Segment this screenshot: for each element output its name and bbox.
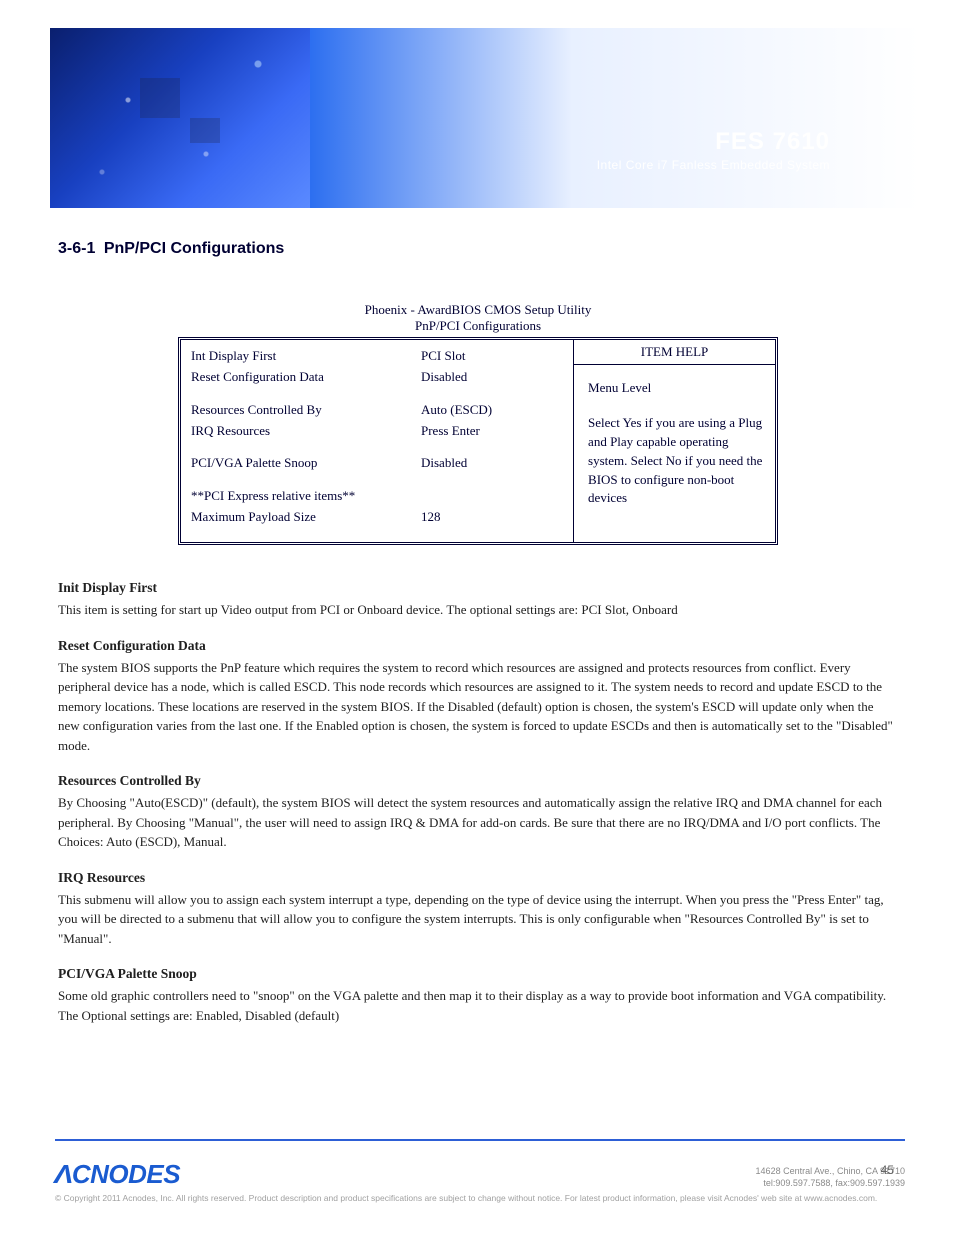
- bios-help-text: Select Yes if you are using a Plug and P…: [588, 414, 765, 508]
- setting-label: IRQ Resources: [58, 870, 898, 886]
- bios-help-level: Menu Level: [588, 379, 765, 398]
- bios-row: **PCI Express relative items**: [191, 486, 563, 507]
- page-number: 45: [881, 1163, 894, 1177]
- footer-addr2: tel:909.597.7588, fax:909.597.1939: [756, 1177, 905, 1190]
- bios-row-label: IRQ Resources: [191, 421, 421, 442]
- bios-row-value: PCI Slot: [421, 346, 563, 367]
- setting-description: IRQ Resources This submenu will allow yo…: [58, 870, 898, 949]
- setting-label: Resources Controlled By: [58, 773, 898, 789]
- setting-description: Reset Configuration Data The system BIOS…: [58, 638, 898, 756]
- bios-row: Int Display First PCI Slot: [191, 346, 563, 367]
- product-desc: Intel Core i7 Fanless Embedded System: [597, 158, 830, 172]
- product-model: FES 7610: [597, 128, 830, 156]
- setting-label: Reset Configuration Data: [58, 638, 898, 654]
- bios-row: PCI/VGA Palette Snoop Disabled: [191, 453, 563, 474]
- bios-row: Reset Configuration Data Disabled: [191, 367, 563, 388]
- content-body: Init Display First This item is setting …: [58, 580, 898, 1043]
- bios-row-value: Press Enter: [421, 421, 563, 442]
- bios-title: Phoenix - AwardBIOS CMOS Setup Utility P…: [178, 302, 778, 333]
- bios-row: Resources Controlled By Auto (ESCD): [191, 400, 563, 421]
- bios-help-panel: ITEM HELP Menu Level Select Yes if you a…: [573, 340, 775, 542]
- section-heading: 3-6-1 PnP/PCI Configurations: [58, 240, 284, 258]
- copyright-text: © Copyright 2011 Acnodes, Inc. All right…: [55, 1193, 877, 1203]
- setting-text: The system BIOS supports the PnP feature…: [58, 658, 898, 756]
- setting-label: PCI/VGA Palette Snoop: [58, 966, 898, 982]
- setting-description: PCI/VGA Palette Snoop Some old graphic c…: [58, 966, 898, 1025]
- bios-row-label: Reset Configuration Data: [191, 367, 421, 388]
- setting-label: Init Display First: [58, 580, 898, 596]
- footer-divider: [55, 1139, 905, 1141]
- setting-text: By Choosing "Auto(ESCD)" (default), the …: [58, 793, 898, 852]
- bios-help-header: ITEM HELP: [574, 340, 775, 365]
- page-footer: ΛCNODES 14628 Central Ave., Chino, CA 91…: [55, 1159, 905, 1190]
- bios-settings-panel: Int Display First PCI Slot Reset Configu…: [181, 340, 573, 542]
- banner-circuit-image: [50, 28, 310, 208]
- bios-row-label: PCI/VGA Palette Snoop: [191, 453, 421, 474]
- bios-row-value: Disabled: [421, 367, 563, 388]
- setting-text: This item is setting for start up Video …: [58, 600, 898, 620]
- setting-text: Some old graphic controllers need to "sn…: [58, 986, 898, 1025]
- bios-row-label: Resources Controlled By: [191, 400, 421, 421]
- bios-screenshot: Phoenix - AwardBIOS CMOS Setup Utility P…: [178, 302, 778, 545]
- bios-row-value: Disabled: [421, 453, 563, 474]
- bios-title-line1: Phoenix - AwardBIOS CMOS Setup Utility: [178, 302, 778, 318]
- bios-row-label: Maximum Payload Size: [191, 507, 421, 528]
- header-banner: FES 7610 Intel Core i7 Fanless Embedded …: [50, 28, 920, 208]
- bios-row-label: **PCI Express relative items**: [191, 486, 421, 507]
- bios-table: Int Display First PCI Slot Reset Configu…: [178, 337, 778, 545]
- bios-row-value: [421, 486, 563, 507]
- setting-text: This submenu will allow you to assign ea…: [58, 890, 898, 949]
- bios-row: IRQ Resources Press Enter: [191, 421, 563, 442]
- bios-help-body: Menu Level Select Yes if you are using a…: [574, 365, 775, 518]
- bios-title-line2: PnP/PCI Configurations: [178, 318, 778, 334]
- logo-text: CNODES: [72, 1159, 180, 1189]
- section-name: PnP/PCI Configurations: [104, 240, 284, 257]
- bios-row: Maximum Payload Size 128: [191, 507, 563, 528]
- product-title: FES 7610 Intel Core i7 Fanless Embedded …: [597, 128, 830, 172]
- bios-row-value: 128: [421, 507, 563, 528]
- acnodes-logo: ΛCNODES: [55, 1159, 180, 1190]
- bios-row-value: Auto (ESCD): [421, 400, 563, 421]
- bios-row-label: Int Display First: [191, 346, 421, 367]
- section-number: 3-6-1: [58, 240, 95, 257]
- setting-description: Init Display First This item is setting …: [58, 580, 898, 620]
- setting-description: Resources Controlled By By Choosing "Aut…: [58, 773, 898, 852]
